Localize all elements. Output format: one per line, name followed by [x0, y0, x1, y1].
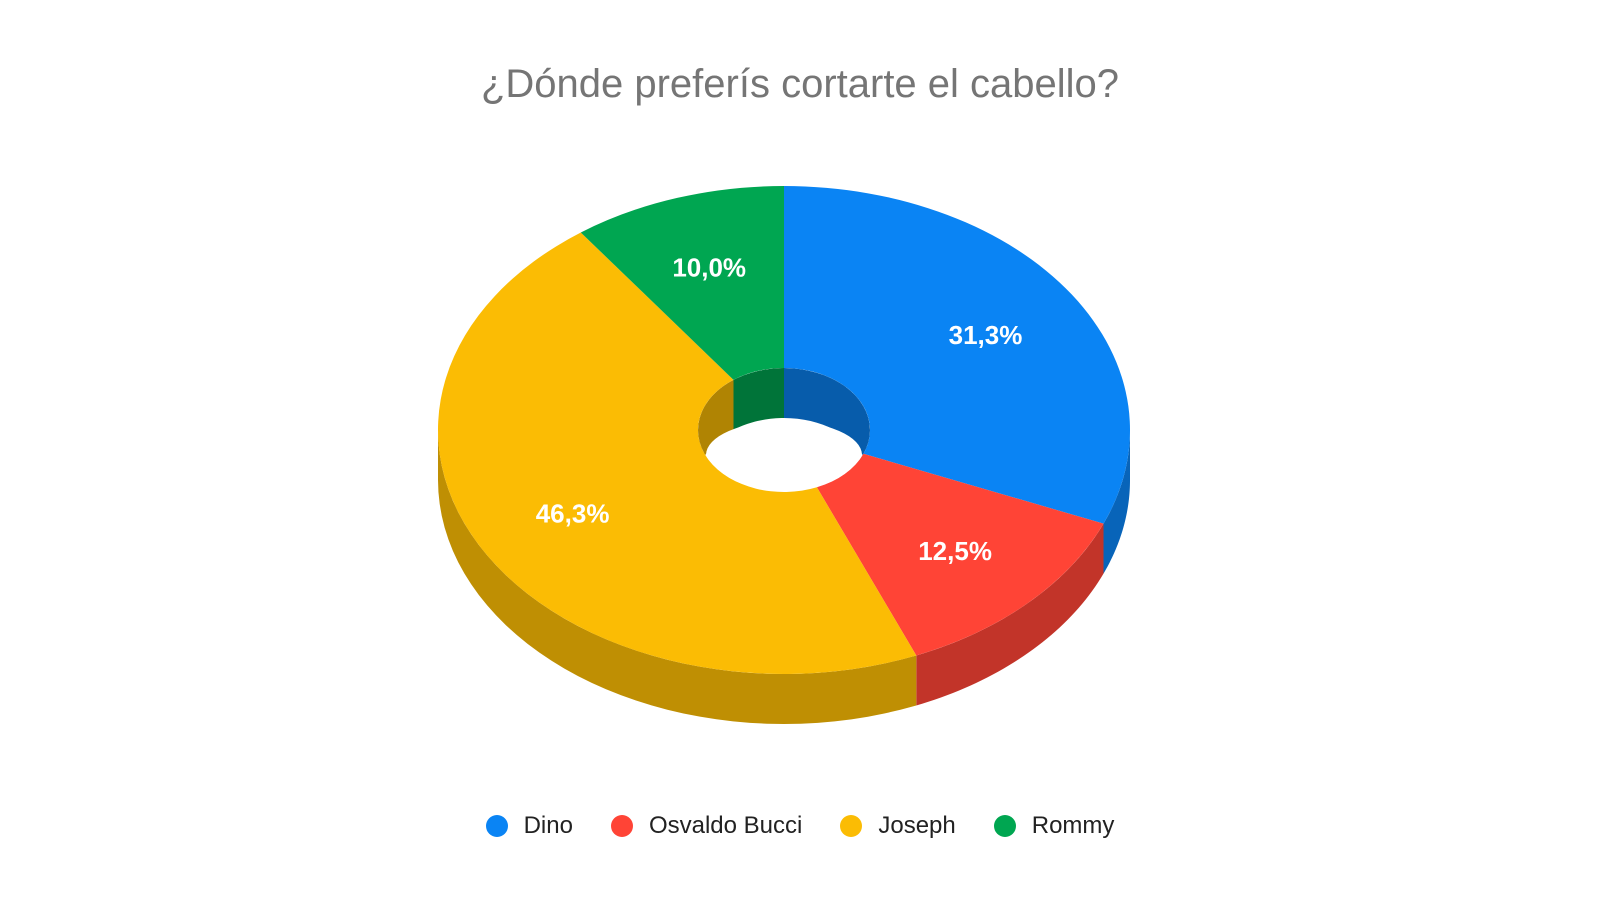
slice-label: 31,3% — [949, 320, 1023, 350]
legend-item-dino[interactable]: Dino — [485, 812, 573, 840]
slice-inner-wall-2 — [698, 379, 734, 480]
slice-side-2 — [438, 430, 917, 724]
legend: Dino Osvaldo Bucci Joseph Rommy — [0, 812, 1600, 840]
slice-side-1 — [916, 523, 1104, 706]
slice-label: 12,5% — [918, 536, 992, 566]
legend-label: Dino — [523, 812, 573, 839]
pie-slices — [438, 186, 1130, 674]
slice-label: 46,3% — [536, 498, 610, 528]
chart-title: ¿Dónde preferís cortarte el cabello? — [480, 62, 1120, 106]
slice-joseph — [438, 232, 917, 674]
legend-marker — [840, 815, 863, 837]
legend-marker — [485, 815, 508, 837]
legend-label: Rommy — [1031, 812, 1115, 839]
pie-hole — [698, 368, 870, 489]
slice-label: 10,0% — [672, 253, 746, 283]
legend-label: Joseph — [878, 812, 956, 839]
slice-dino — [784, 186, 1130, 524]
legend-item-osvaldo-bucci[interactable]: Osvaldo Bucci — [610, 812, 803, 840]
pie-labels: 31,3% 12,5% 46,3% 10,0% — [536, 253, 1023, 566]
hole-opening — [706, 421, 862, 489]
slice-osvaldo-bucci — [816, 453, 1104, 656]
pie-sides — [438, 430, 1130, 724]
slice-inner-wall-3 — [733, 368, 784, 430]
slice-rommy — [580, 186, 784, 380]
legend-item-rommy[interactable]: Rommy — [993, 812, 1115, 840]
slice-inner-wall-0 — [784, 368, 870, 480]
legend-marker — [993, 815, 1016, 837]
legend-label: Osvaldo Bucci — [648, 812, 803, 839]
legend-marker — [610, 815, 633, 837]
slice-side-0 — [1103, 430, 1130, 574]
legend-item-joseph[interactable]: Joseph — [840, 812, 956, 840]
